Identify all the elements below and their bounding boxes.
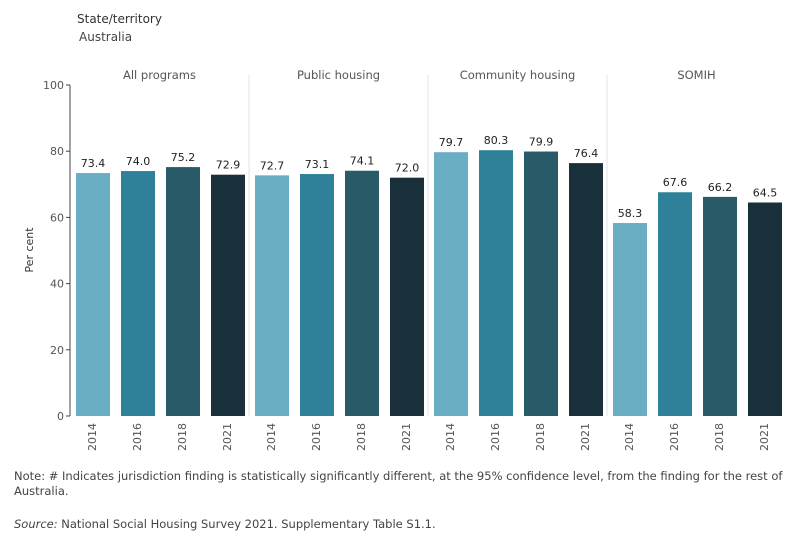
panel-all-programs: All programs 73.4 2014 74.0 2016 75.2 2018 72.9… (76, 68, 245, 451)
x-tick-label: 2016 (668, 423, 681, 451)
x-tick-label: 2021 (758, 423, 771, 451)
y-tick-label: 60 (50, 211, 64, 224)
footnote: Note: # Indicates jurisdiction finding i… (14, 469, 783, 498)
x-tick-label: 2016 (310, 423, 323, 451)
bar-value-label: 80.3 (484, 134, 509, 147)
x-tick-label: 2018 (534, 423, 547, 451)
filter-value[interactable]: Australia (79, 30, 133, 44)
bar (613, 223, 647, 416)
x-tick-label: 2018 (176, 423, 189, 451)
x-tick-label: 2018 (713, 423, 726, 451)
bar-value-label: 75.2 (171, 151, 196, 164)
panel-header: Community housing (460, 68, 576, 82)
source-line: Source: National Social Housing Survey 2… (14, 517, 436, 531)
x-tick-label: 2021 (400, 423, 413, 451)
bar-value-label: 76.4 (574, 147, 599, 160)
y-tick-label: 20 (50, 344, 64, 357)
bar (300, 174, 334, 416)
y-tick-label: 80 (50, 145, 64, 158)
bar-value-label: 79.7 (439, 136, 464, 149)
panel-layer: All programs 73.4 2014 74.0 2016 75.2 2018 72.9… (76, 68, 782, 451)
x-tick-label: 2018 (355, 423, 368, 451)
bar (76, 173, 110, 416)
bar (479, 150, 513, 416)
bar-value-label: 72.9 (216, 159, 241, 172)
bar-value-label: 73.1 (305, 158, 330, 171)
bar-value-label: 79.9 (529, 136, 554, 149)
panel-header: All programs (123, 68, 196, 82)
x-tick-label: 2016 (131, 423, 144, 451)
bar (345, 170, 379, 416)
x-tick-label: 2021 (221, 423, 234, 451)
bar-value-label: 73.4 (81, 157, 106, 170)
bar (658, 192, 692, 416)
bar (434, 152, 468, 416)
x-tick-label: 2014 (86, 423, 99, 451)
panel-public-housing: Public housing 72.7 2014 73.1 2016 74.1 2018 72… (248, 68, 424, 451)
bar-value-label: 67.6 (663, 176, 688, 189)
panel-community-housing: Community housing 79.7 2014 80.3 2016 79.9 201… (427, 68, 603, 451)
bar-chart: Per cent 0 20 40 60 80 100 All programs 73.4 20… (23, 68, 782, 451)
axis-layer: 0 20 40 60 80 100 (43, 79, 71, 423)
filter-title: State/territory (77, 12, 162, 26)
bar-value-label: 74.0 (126, 155, 151, 168)
bar-value-label: 64.5 (753, 187, 778, 200)
bar (121, 171, 155, 416)
x-tick-label: 2014 (265, 423, 278, 451)
bar-value-label: 72.7 (260, 159, 285, 172)
bar-value-label: 74.1 (350, 155, 375, 168)
bar (211, 174, 245, 416)
panel-header: Public housing (297, 68, 380, 82)
bar (166, 167, 200, 416)
y-tick-label: 0 (57, 410, 64, 423)
source-text: National Social Housing Survey 2021. Sup… (57, 517, 436, 531)
bar (390, 177, 424, 416)
bar-value-label: 58.3 (618, 207, 643, 220)
x-tick-label: 2014 (444, 423, 457, 451)
y-axis-label: Per cent (23, 227, 36, 273)
bar (524, 151, 558, 416)
x-tick-label: 2014 (623, 423, 636, 451)
bar (569, 163, 603, 416)
panel-header: SOMIH (677, 68, 715, 82)
bar-value-label: 66.2 (708, 181, 733, 194)
bar-value-label: 72.0 (395, 162, 420, 175)
x-tick-label: 2021 (579, 423, 592, 451)
source-label: Source: (14, 517, 58, 531)
bar (255, 175, 289, 416)
x-tick-label: 2016 (489, 423, 502, 451)
y-tick-label: 100 (43, 79, 64, 92)
bar (703, 196, 737, 416)
y-tick-label: 40 (50, 278, 64, 291)
panel-somih: SOMIH 58.3 2014 67.6 2016 66.2 2018 64.5 2021 (606, 68, 782, 451)
filter-block: State/territory Australia (77, 12, 162, 44)
bar (748, 202, 782, 416)
